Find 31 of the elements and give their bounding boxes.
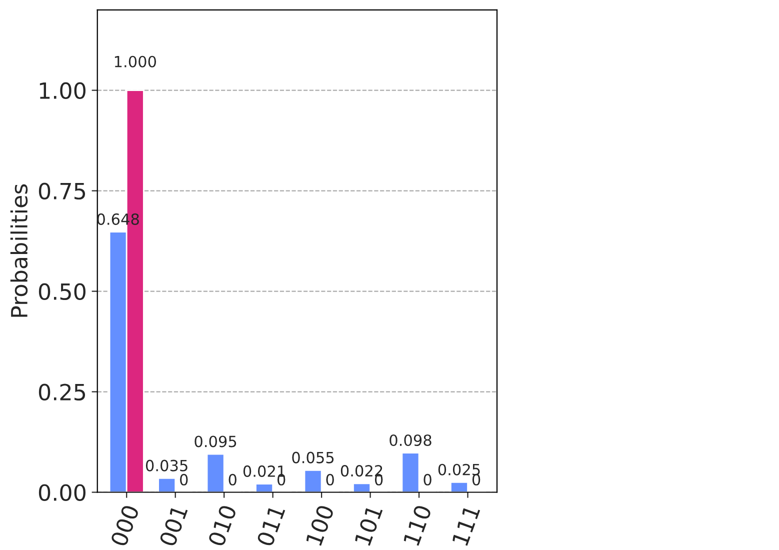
y-axis-title: Probabilities [10, 184, 28, 317]
data-label: 0.035 [146, 460, 188, 472]
y-tick-label: 1.00 [40, 82, 86, 100]
x-tick-label: 001 [158, 504, 188, 548]
data-label: 0 [180, 474, 188, 486]
x-tick-label: 111 [452, 504, 480, 546]
y-tick-label: 0.00 [38, 484, 86, 502]
x-tick-label: 010 [208, 504, 237, 548]
data-label: 0.098 [390, 434, 432, 446]
x-tick-label: 100 [305, 504, 334, 546]
bar [206, 453, 225, 492]
x-tick-label: 101 [354, 504, 383, 546]
x-tick-label: 110 [402, 504, 432, 546]
data-label: 0 [326, 474, 334, 486]
bar [352, 482, 371, 492]
bar [450, 482, 468, 492]
data-label: 1.000 [114, 56, 156, 68]
data-label: 0 [424, 474, 432, 486]
x-tick-label: 011 [256, 504, 286, 548]
bar [304, 469, 322, 492]
data-label: 0.095 [194, 436, 236, 448]
y-tick-label: 0.50 [38, 283, 86, 300]
x-tick-label: 000 [110, 504, 140, 548]
y-tick-label: 0.25 [38, 384, 86, 401]
bar [401, 452, 420, 492]
data-label: 0.025 [438, 464, 480, 476]
data-label: 0.055 [292, 452, 334, 464]
data-label: 0 [228, 474, 236, 486]
bar [255, 483, 274, 492]
bar [158, 477, 176, 492]
y-tick-label: 0.75 [38, 182, 86, 200]
